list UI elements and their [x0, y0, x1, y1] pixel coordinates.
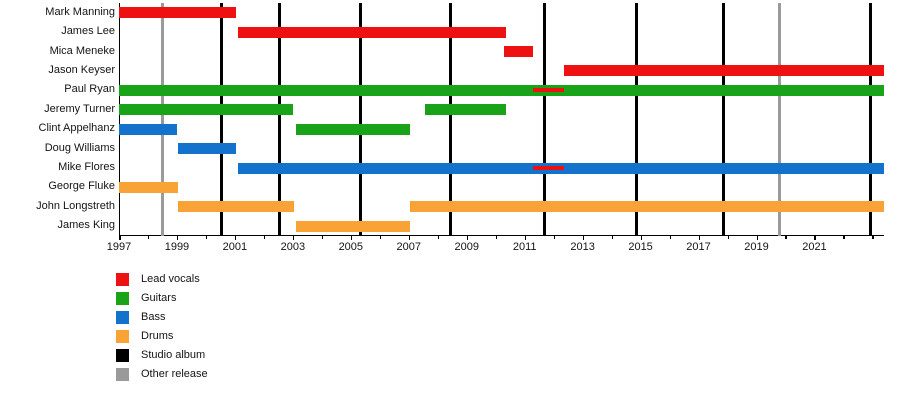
studio-album-line [869, 3, 873, 236]
membership-bar-overlay [533, 88, 564, 93]
membership-bar-overlay [533, 166, 564, 171]
x-axis-tick [582, 236, 585, 240]
membership-bar [178, 201, 295, 213]
legend-swatch [116, 273, 129, 286]
member-name-column: Mark Manning James Lee Mica Meneke Jason Ke… [0, 0, 115, 236]
x-axis-tick [350, 236, 353, 240]
studio-album-line [449, 3, 453, 236]
other-release-line [778, 3, 782, 236]
x-axis-tick-label: 1999 [164, 241, 190, 253]
member-name-label: Paul Ryan [64, 83, 115, 96]
x-axis-minor-tick [727, 236, 730, 239]
legend-label: Drums [141, 330, 174, 342]
x-axis-minor-tick [611, 236, 614, 239]
member-name-label: George Fluke [48, 180, 115, 193]
membership-bar [237, 26, 506, 38]
x-axis-minor-tick [669, 236, 672, 239]
membership-bar [504, 46, 534, 58]
studio-album-line [721, 3, 725, 236]
x-axis-tick [119, 236, 121, 240]
membership-bar [119, 104, 293, 116]
legend-label: Other release [141, 368, 208, 380]
studio-album-line [359, 3, 363, 236]
legend-swatch [116, 330, 129, 343]
x-axis-tick [408, 236, 411, 240]
x-axis-tick-label: 2011 [512, 241, 537, 253]
studio-album-line [543, 3, 547, 236]
legend-label: Guitars [141, 292, 177, 304]
x-axis-tick-label: 2001 [222, 241, 248, 253]
member-name-label: Mark Manning [45, 5, 115, 18]
x-axis-minor-tick [872, 236, 874, 239]
plot-frame [119, 3, 884, 236]
member-name-label: Clint Appelhanz [38, 122, 115, 135]
x-axis-tick-label: 2013 [570, 241, 595, 253]
timeline-plot-area [119, 3, 884, 236]
studio-album-line [278, 3, 282, 236]
x-axis-tick [814, 236, 816, 240]
x-axis-minor-tick [553, 236, 556, 239]
x-axis-minor-tick [147, 236, 150, 239]
x-axis-tick [524, 236, 527, 240]
x-axis-tick [698, 236, 701, 240]
studio-album-line [220, 3, 224, 236]
x-axis-minor-tick [263, 236, 266, 239]
x-axis-tick-label: 2019 [744, 241, 769, 253]
x-axis-minor-tick [843, 236, 845, 239]
x-axis-tick [466, 236, 469, 240]
x-axis-tick [756, 236, 758, 240]
member-name-label: Doug Williams [44, 141, 115, 154]
legend-swatch [116, 292, 129, 305]
x-axis-tick-label: 2009 [454, 241, 479, 253]
membership-bar [295, 220, 411, 232]
member-name-label: Mica Meneke [49, 44, 115, 57]
x-axis-minor-tick [379, 236, 382, 239]
membership-bar [119, 84, 884, 96]
legend-swatch [116, 311, 129, 324]
x-axis-tick-label: 2021 [802, 241, 827, 253]
x-axis-minor-tick [785, 236, 787, 239]
membership-bar [563, 65, 884, 77]
membership-bar [178, 143, 237, 155]
x-axis-tick [640, 236, 643, 240]
membership-bar [424, 104, 506, 116]
x-axis-tick-label: 2003 [280, 241, 306, 253]
legend-swatch [116, 368, 129, 381]
x-axis-minor-tick [321, 236, 324, 239]
member-name-label: Mike Flores [58, 161, 115, 174]
member-name-label: Jason Keyser [48, 63, 115, 76]
x-axis-minor-tick [495, 236, 498, 239]
x-axis-tick-label: 2007 [396, 241, 421, 253]
x-axis: 1997 1999 2001 2003 2005 2007 2009 2011 2013 2015… [107, 236, 884, 258]
membership-bar [295, 123, 411, 135]
membership-bar [119, 181, 179, 193]
studio-album-line [634, 3, 638, 236]
x-axis-minor-tick [437, 236, 440, 239]
other-release-line [160, 3, 164, 236]
member-name-label: John Longstreth [36, 199, 115, 212]
legend-label: Bass [141, 311, 166, 323]
member-name-label: Jeremy Turner [44, 102, 115, 115]
legend-swatch [116, 349, 129, 362]
member-name-label: James Lee [61, 25, 115, 38]
x-axis-tick [176, 236, 179, 240]
x-axis-tick-label: 2005 [338, 241, 364, 253]
x-axis-minor-tick [205, 236, 208, 239]
x-axis-tick-label: 1997 [106, 241, 132, 253]
x-axis-tick [292, 236, 295, 240]
legend-label: Studio album [141, 349, 206, 361]
legend-label: Lead vocals [141, 273, 200, 285]
member-name-label: James King [57, 219, 115, 232]
x-axis-tick-label: 2017 [686, 241, 711, 253]
membership-bar [119, 123, 177, 135]
membership-bar [410, 201, 884, 213]
x-axis-tick [234, 236, 237, 240]
x-axis-tick-label: 2015 [628, 241, 653, 253]
membership-bar [119, 7, 237, 19]
